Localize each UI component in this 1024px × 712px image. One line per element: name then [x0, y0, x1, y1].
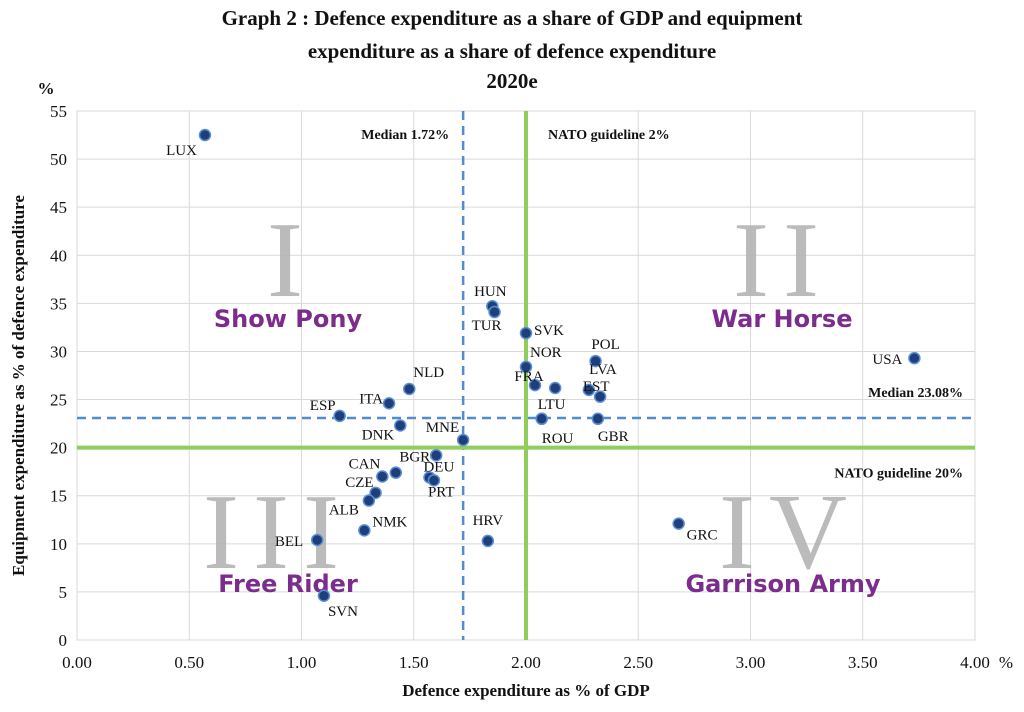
data-point-prt[interactable] — [427, 474, 441, 487]
data-label-nld: NLD — [413, 365, 444, 381]
data-point-ita[interactable] — [382, 397, 396, 410]
data-point-nor[interactable] — [519, 360, 533, 374]
y-tick-label: 10 — [50, 535, 67, 554]
data-label-tur: TUR — [472, 318, 502, 334]
data-point-esp[interactable] — [333, 409, 346, 423]
data-label-deu: DEU — [423, 459, 454, 475]
data-label-ltu: LTU — [538, 397, 566, 413]
data-label-usa: USA — [872, 352, 902, 368]
quadrant-name-4: Garrison Army — [685, 570, 880, 598]
data-point-grc[interactable] — [672, 517, 685, 530]
chart-title-line-1: Graph 2 : Defence expenditure as a share… — [221, 6, 803, 30]
data-label-can: CAN — [349, 456, 381, 472]
data-label-svn: SVN — [328, 604, 358, 620]
quadrant-numeral-2: II — [733, 201, 833, 320]
x-tick-label: 0.50 — [174, 653, 204, 672]
data-point-lux[interactable] — [198, 128, 212, 142]
data-point-bgr[interactable] — [429, 449, 443, 462]
quadrant-name-3: Free Rider — [218, 570, 358, 598]
x-unit-label: % — [999, 653, 1013, 672]
data-label-fra: FRA — [514, 369, 543, 385]
quadrant-numeral-4: IV — [719, 473, 861, 592]
data-point-alb[interactable] — [362, 494, 376, 507]
quadrant-name-2: War Horse — [712, 305, 853, 333]
x-axis-title: Defence expenditure as % of GDP — [402, 681, 650, 700]
nato-x-label: NATO guideline 2% — [548, 128, 670, 143]
data-point-bel[interactable] — [310, 533, 324, 547]
chart-title-line-2: expenditure as a share of defence expend… — [307, 39, 717, 63]
median-x-label: Median 1.72% — [361, 128, 449, 143]
x-tick-label: 1.00 — [287, 653, 317, 672]
quadrant-name-1: Show Pony — [214, 305, 363, 333]
y-tick-label: 15 — [50, 487, 67, 506]
y-tick-label: 30 — [50, 342, 67, 361]
data-point-hrv[interactable] — [481, 534, 495, 548]
x-tick-label: 2.00 — [511, 653, 541, 672]
data-point-mne[interactable] — [456, 433, 470, 447]
data-label-lux: LUX — [166, 143, 197, 159]
data-point-nld[interactable] — [403, 382, 416, 396]
data-label-cze: CZE — [345, 475, 373, 491]
y-unit-label: % — [38, 79, 55, 98]
data-label-svk: SVK — [534, 323, 564, 339]
nato-y-label: NATO guideline 20% — [834, 467, 963, 482]
y-tick-label: 5 — [59, 583, 68, 602]
data-label-bel: BEL — [275, 534, 303, 550]
quadrant-numeral-3: III — [203, 473, 353, 592]
data-point-rou[interactable] — [535, 412, 548, 426]
y-tick-label: 55 — [50, 102, 67, 121]
data-point-unlabeled[interactable] — [389, 466, 403, 479]
data-point-lva[interactable] — [548, 381, 562, 395]
data-point-est[interactable] — [582, 383, 596, 397]
data-label-hrv: HRV — [473, 513, 504, 529]
data-label-bgr: BGR — [399, 449, 430, 465]
data-label-rou: ROU — [542, 431, 574, 447]
y-tick-label: 35 — [50, 294, 67, 313]
y-tick-label: 45 — [50, 198, 67, 217]
x-tick-label: 4.00 — [960, 653, 990, 672]
median-y-label: Median 23.08% — [868, 386, 963, 401]
data-label-alb: ALB — [329, 503, 359, 519]
quadrant-numeral-1: I — [267, 201, 317, 320]
data-label-prt: PRT — [428, 484, 455, 500]
y-tick-label: 40 — [50, 246, 67, 265]
data-point-unlabeled[interactable] — [593, 390, 607, 403]
data-point-tur[interactable] — [488, 305, 501, 319]
data-point-usa[interactable] — [908, 351, 921, 365]
chart-title-line-3: 2020e — [486, 69, 538, 93]
data-label-mne: MNE — [426, 420, 459, 436]
y-tick-label: 25 — [50, 391, 67, 410]
data-point-fra[interactable] — [528, 378, 542, 392]
data-point-nmk[interactable] — [358, 524, 371, 537]
data-point-can[interactable] — [376, 470, 389, 483]
data-label-est: EST — [583, 379, 610, 395]
data-label-nor: NOR — [530, 345, 562, 361]
data-point-svk[interactable] — [519, 326, 533, 340]
data-label-gbr: GBR — [598, 429, 629, 445]
x-tick-label: 3.50 — [848, 653, 878, 672]
x-tick-label: 1.50 — [399, 653, 429, 672]
data-label-pol: POL — [591, 337, 619, 353]
y-tick-label: 50 — [50, 150, 67, 169]
data-label-ita: ITA — [359, 391, 383, 407]
y-tick-label: 0 — [59, 631, 68, 650]
y-tick-label: 20 — [50, 439, 67, 458]
data-label-esp: ESP — [310, 398, 336, 414]
y-axis-title: Equipment expenditure as % of defence ex… — [9, 195, 28, 576]
data-point-pol[interactable] — [589, 354, 602, 368]
x-tick-label: 3.00 — [736, 653, 766, 672]
data-label-dnk: DNK — [362, 428, 395, 444]
data-point-cze[interactable] — [369, 486, 382, 500]
x-tick-label: 2.50 — [623, 653, 653, 672]
data-label-nmk: NMK — [372, 514, 407, 530]
data-label-grc: GRC — [687, 528, 718, 544]
data-label-lva: LVA — [589, 362, 617, 378]
data-label-hun: HUN — [474, 284, 507, 300]
data-point-gbr[interactable] — [591, 412, 605, 426]
data-point-svn[interactable] — [317, 589, 331, 603]
data-point-dnk[interactable] — [394, 419, 407, 432]
x-tick-label: 0.00 — [62, 653, 92, 672]
